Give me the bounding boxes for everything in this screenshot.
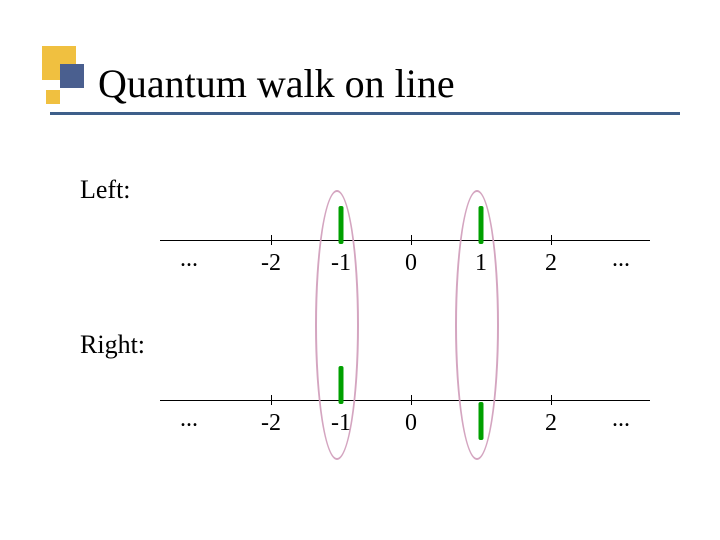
title-underline [50, 112, 680, 115]
ellipsis-left: ... [180, 246, 198, 273]
axis-line [160, 240, 650, 241]
group-oval-1 [455, 190, 499, 460]
axis-line [160, 400, 650, 401]
tick-label: -2 [261, 410, 281, 437]
ellipsis-right: ... [612, 406, 630, 433]
tick-label: -2 [261, 250, 281, 277]
label-right: Right: [80, 330, 145, 360]
ellipsis-left: ... [180, 406, 198, 433]
group-oval-n1 [315, 190, 359, 460]
label-left: Left: [80, 175, 131, 205]
title-block: Quantum walk on line [50, 60, 670, 107]
tick-label: 0 [405, 250, 417, 277]
tick-label: 2 [545, 250, 557, 277]
tick-label: 0 [405, 410, 417, 437]
ellipsis-right: ... [612, 246, 630, 273]
tick-label: 2 [545, 410, 557, 437]
page-title: Quantum walk on line [50, 60, 670, 107]
